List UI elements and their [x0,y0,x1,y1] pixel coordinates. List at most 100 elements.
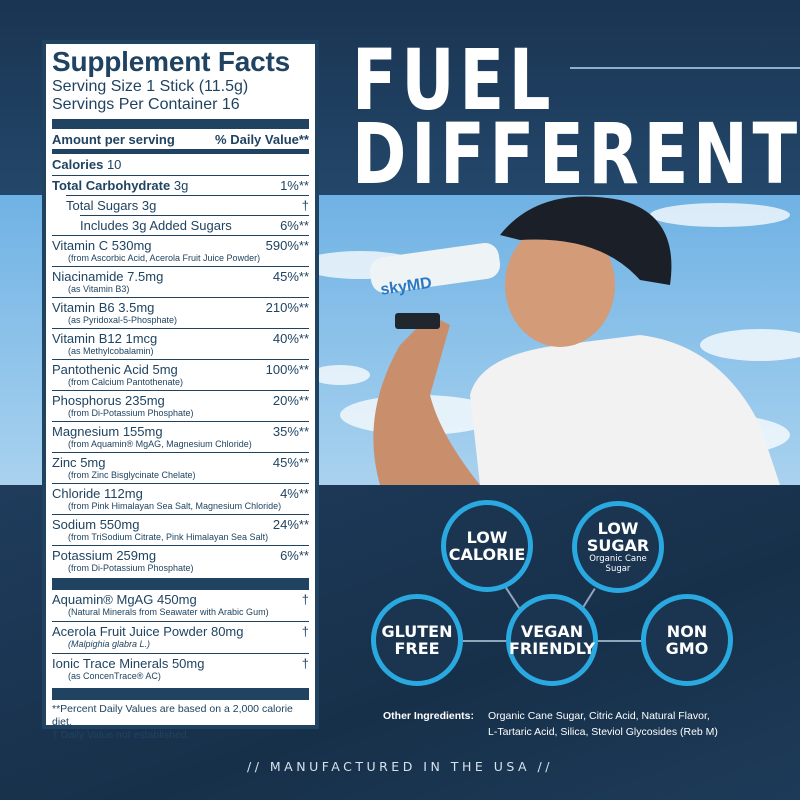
nutrient-row: Ionic Trace Minerals 50mg † (as ConcenTrac… [52,653,309,685]
nutrient-name: Zinc 5mg [52,455,105,470]
nutrient-source: (as Methylcobalamin) [68,346,154,356]
nutrient-row: Aquamin® MgAG 450mg † (Natural Minerals fr… [52,590,309,621]
nutrient-label: Vitamin B6 [52,300,115,315]
nutrient-name: Aquamin® MgAG 450mg [52,592,197,607]
nutrient-line: Zinc 5mg 45%** [52,455,309,470]
nutrient-label: Sodium [52,517,97,532]
nutrient-label: Vitamin B12 [52,331,122,346]
other-ingredients-line: Organic Cane Sugar, Citric Acid, Natural… [488,710,710,722]
nutrient-amount: 5mg [152,362,178,377]
nutrient-source: (from Di-Potassium Phosphate) [68,408,194,418]
daily-value: 40%** [272,331,309,346]
other-ingredients-line: L-Tartaric Acid, Silica, Steviol Glycosi… [488,726,718,738]
nutrient-source: (Natural Minerals from Seawater with Ara… [68,607,269,617]
daily-value: 590%** [265,238,309,253]
nutrient-row: Zinc 5mg 45%** (from Zinc Bisglycinate Che… [52,452,309,483]
nutrient-line: Sodium 550mg 24%** [52,517,309,532]
connector-line [460,640,510,642]
other-ingredients: Other Ingredients: Organic Cane Sugar, C… [383,708,718,740]
nutrient-source: (Malpighia glabra L.) [68,639,151,649]
serving-size: Serving Size 1 Stick (11.5g) [52,78,249,95]
nutrient-row: Chloride 112mg 4%** (from Pink Himalayan S… [52,483,309,514]
daily-value: † [301,656,309,671]
hero-photo: skyMD [0,195,800,485]
supplement-facts-panel: Supplement Facts Serving Size 1 Stick (1… [42,40,319,741]
nutrient-source: (as Pyridoxal-5-Phosphate) [68,315,178,325]
nutrient-amount: 450mg [156,592,197,607]
nutrient-amount: 80mg [210,624,244,639]
nutrient-line: Pantothenic Acid 5mg 100%** [52,362,309,377]
nutrient-label: Zinc [52,455,77,470]
nutrient-line: Phosphorus 235mg 20%** [52,393,309,408]
headline-line2: DIFFERENT [352,105,800,203]
nutrient-source: (from Calcium Pantothenate) [68,377,184,387]
daily-value: 45%** [272,455,309,470]
nutrient-label: Magnesium [52,424,120,439]
badge-non-gmo: NON GMO [641,594,733,686]
nutrient-name: Vitamin B6 3.5mg [52,300,154,315]
nutrient-amount: 3.5mg [118,300,155,315]
daily-value: 24%** [272,517,309,532]
nutrient-name: Sodium 550mg [52,517,139,532]
other-rows: Aquamin® MgAG 450mg † (Natural Minerals fr… [52,590,309,685]
nutrient-row: Potassium 259mg 6%** (from Di-Potassium Ph… [52,545,309,576]
nutrient-label: Vitamin C [52,238,109,253]
footnote-dv: **Percent Daily Values are based on a 2,… [52,703,293,728]
nutrient-rows: Total Carbohydrate 3g 1%** Total Sugars 3g… [52,175,309,576]
nutrient-line: Chloride 112mg 4%** [52,486,309,501]
footnotes: **Percent Daily Values are based on a 2,… [52,703,309,742]
nutrient-row: Total Carbohydrate 3g 1%** [52,175,309,195]
nutrient-label: Total Carbohydrate [52,178,171,193]
daily-value: 1%** [280,178,309,193]
divider-bar [52,149,309,154]
amount-header: Amount per serving % Daily Value** [52,129,309,149]
nutrient-row: Phosphorus 235mg 20%** (from Di-Potassium … [52,390,309,421]
nutrient-line: Ionic Trace Minerals 50mg † [52,656,309,671]
nutrient-row: Pantothenic Acid 5mg 100%** (from Calcium … [52,359,309,390]
badge-gluten-free: GLUTEN FREE [371,594,463,686]
nutrient-source: (from Pink Himalayan Sea Salt, Magnesium… [68,501,282,511]
calories-row: Calories 10 [52,154,309,175]
nutrient-amount: 235mg [125,393,165,408]
divider [570,67,800,69]
nutrient-label: Ionic Trace Minerals [52,656,169,671]
daily-value: 100%** [265,362,309,377]
nutrient-name: Chloride 112mg [52,486,143,501]
nutrient-row: Magnesium 155mg 35%** (from Aquamin® MgAG,… [52,421,309,452]
nutrient-source: (from Zinc Bisglycinate Chelate) [68,470,196,480]
nutrient-line: Includes 3g Added Sugars 6%** [80,218,309,233]
nutrient-label: Chloride [52,486,101,501]
daily-value: † [301,592,309,607]
badge-low-calorie: LOW CALORIE [441,500,533,592]
nutrient-line: Vitamin C 530mg 590%** [52,238,309,253]
nutrient-name: Phosphorus 235mg [52,393,165,408]
nutrient-name: Total Sugars 3g [66,198,156,213]
divider-bar [52,119,309,129]
nutrient-amount: 1mcg [125,331,158,346]
daily-value: 210%** [265,300,309,315]
nutrient-name: Ionic Trace Minerals 50mg [52,656,204,671]
nutrient-line: Magnesium 155mg 35%** [52,424,309,439]
manufactured-footer: // MANUFACTURED IN THE USA // [247,759,553,774]
badge-low-sugar: LOW SUGAR Organic Cane Sugar [572,501,664,593]
nutrient-row: Vitamin C 530mg 590%** (from Ascorbic Acid… [52,235,309,266]
nutrient-row: Vitamin B6 3.5mg 210%** (as Pyridoxal-5-Ph… [52,297,309,328]
nutrient-line: Vitamin B12 1mcg 40%** [52,331,309,346]
dv-header-label: % Daily Value** [215,131,309,147]
nutrient-name: Vitamin C 530mg [52,238,152,253]
daily-value: 20%** [272,393,309,408]
nutrient-row: Sodium 550mg 24%** (from TriSodium Citrate… [52,514,309,545]
nutrient-name: Niacinamide 7.5mg [52,269,163,284]
nutrient-amount: 112mg [104,486,143,501]
nutrient-amount: 50mg [171,656,205,671]
nutrient-line: Niacinamide 7.5mg 45%** [52,269,309,284]
daily-value: † [301,624,309,639]
nutrient-amount: 155mg [122,424,163,439]
calories-label: Calories [52,157,104,172]
nutrient-name: Magnesium 155mg [52,424,163,439]
other-ingredients-label: Other Ingredients: [383,710,475,722]
footnote-dagger: † Daily Value not established. [52,729,190,741]
badge-vegan-friendly: VEGAN FRIENDLY [506,594,598,686]
nutrient-label: Potassium [52,548,113,563]
nutrient-row: Vitamin B12 1mcg 40%** (as Methylcobalamin… [52,328,309,359]
